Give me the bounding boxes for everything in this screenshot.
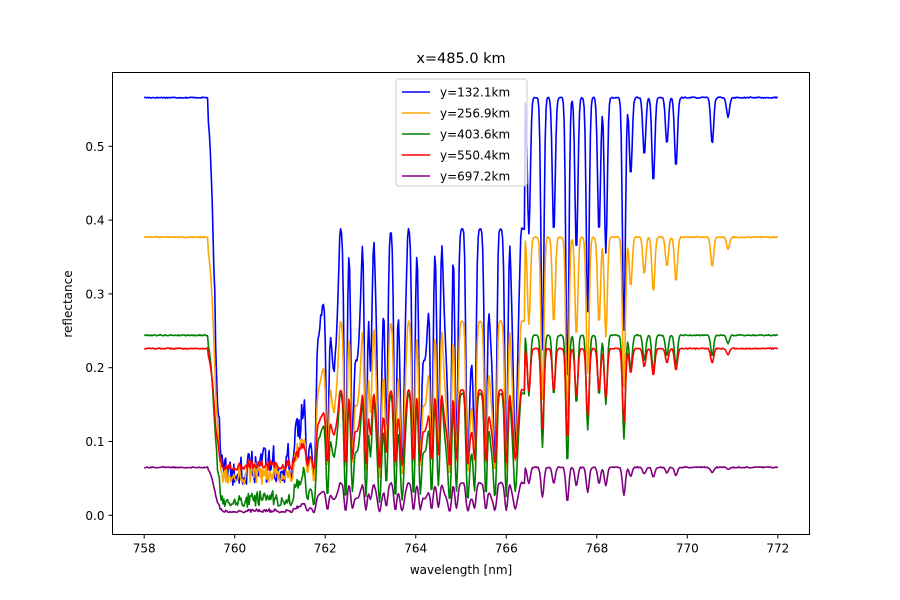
- series-line: [144, 347, 779, 471]
- chart-title: x=485.0 km: [416, 51, 505, 67]
- x-tick-label: 768: [585, 542, 608, 556]
- x-tick-label: 770: [676, 542, 699, 556]
- x-tick-label: 762: [314, 542, 337, 556]
- y-tick-label: 0.5: [85, 140, 104, 154]
- y-tick-label: 0.0: [85, 509, 104, 523]
- series-line: [143, 235, 778, 486]
- y-axis-label: reflectance: [61, 270, 75, 337]
- legend-box: [395, 78, 528, 187]
- x-tick-label: 766: [495, 542, 518, 556]
- y-tick-label: 0.3: [85, 287, 104, 301]
- legend-label: y=132.1km: [440, 86, 510, 100]
- legend-label: y=550.4km: [440, 149, 510, 163]
- x-axis-label: wavelength [nm]: [410, 563, 512, 577]
- x-tick-label: 764: [404, 542, 427, 556]
- y-tick-label: 0.1: [85, 435, 104, 449]
- series-line: [144, 333, 778, 508]
- series-line: [143, 466, 779, 514]
- x-tick-label: 760: [223, 542, 246, 556]
- legend-label: y=403.6km: [440, 128, 510, 142]
- plot-frame: [112, 72, 810, 535]
- y-tick-label: 0.2: [85, 361, 104, 375]
- legend: y=132.1km y=256.9km y=403.6km y=550.4km y=69…: [395, 78, 528, 187]
- x-tick-label: 758: [133, 542, 156, 556]
- y-tick-label: 0.4: [85, 214, 104, 228]
- legend-label: y=256.9km: [440, 107, 510, 121]
- legend-label: y=697.2km: [440, 170, 510, 184]
- y-axis: 0.0 0.1 0.2 0.3 0.4 0.5: [85, 140, 113, 523]
- x-tick-label: 772: [766, 542, 789, 556]
- x-axis: 758 760 762 764 766 768 770 772: [133, 534, 789, 556]
- series-lines: [143, 96, 779, 514]
